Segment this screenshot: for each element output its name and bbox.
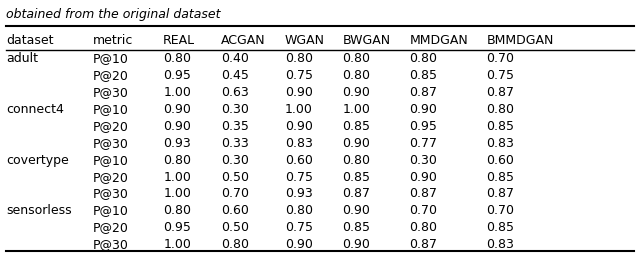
Text: 0.83: 0.83 [486, 238, 515, 251]
Text: 0.90: 0.90 [342, 137, 371, 150]
Text: 0.87: 0.87 [486, 86, 515, 99]
Text: dataset: dataset [6, 34, 54, 47]
Text: 0.50: 0.50 [221, 221, 249, 234]
Text: 1.00: 1.00 [163, 187, 191, 200]
Text: adult: adult [6, 52, 38, 65]
Text: 0.80: 0.80 [410, 221, 438, 234]
Text: 0.80: 0.80 [342, 69, 371, 82]
Text: P@30: P@30 [93, 86, 129, 99]
Text: 0.87: 0.87 [410, 86, 438, 99]
Text: 0.85: 0.85 [486, 221, 515, 234]
Text: 0.85: 0.85 [342, 120, 371, 133]
Text: 0.30: 0.30 [221, 103, 249, 116]
Text: 0.70: 0.70 [221, 187, 249, 200]
Text: 0.90: 0.90 [285, 86, 313, 99]
Text: 0.90: 0.90 [342, 238, 371, 251]
Text: 0.90: 0.90 [285, 120, 313, 133]
Text: P@10: P@10 [93, 103, 129, 116]
Text: 0.90: 0.90 [342, 86, 371, 99]
Text: 0.83: 0.83 [285, 137, 313, 150]
Text: 0.85: 0.85 [486, 120, 515, 133]
Text: REAL: REAL [163, 34, 195, 47]
Text: 0.77: 0.77 [410, 137, 438, 150]
Text: 1.00: 1.00 [163, 171, 191, 183]
Text: P@10: P@10 [93, 154, 129, 167]
Text: 0.60: 0.60 [285, 154, 313, 167]
Text: 0.40: 0.40 [221, 52, 249, 65]
Text: 0.30: 0.30 [221, 154, 249, 167]
Text: 0.75: 0.75 [285, 171, 313, 183]
Text: 0.50: 0.50 [221, 171, 249, 183]
Text: 0.90: 0.90 [410, 171, 438, 183]
Text: 0.70: 0.70 [410, 204, 438, 217]
Text: 0.95: 0.95 [410, 120, 438, 133]
Text: 0.80: 0.80 [163, 52, 191, 65]
Text: 0.33: 0.33 [221, 137, 248, 150]
Text: 0.80: 0.80 [285, 204, 313, 217]
Text: BMMDGAN: BMMDGAN [486, 34, 554, 47]
Text: P@30: P@30 [93, 187, 129, 200]
Text: P@20: P@20 [93, 69, 129, 82]
Text: P@20: P@20 [93, 120, 129, 133]
Text: 0.93: 0.93 [163, 137, 191, 150]
Text: 0.90: 0.90 [163, 103, 191, 116]
Text: P@10: P@10 [93, 204, 129, 217]
Text: 0.60: 0.60 [221, 204, 249, 217]
Text: 0.80: 0.80 [410, 52, 438, 65]
Text: 1.00: 1.00 [163, 86, 191, 99]
Text: 0.70: 0.70 [486, 52, 515, 65]
Text: 0.80: 0.80 [486, 103, 515, 116]
Text: 0.87: 0.87 [410, 187, 438, 200]
Text: obtained from the original dataset: obtained from the original dataset [6, 8, 221, 21]
Text: 0.85: 0.85 [342, 221, 371, 234]
Text: 1.00: 1.00 [285, 103, 313, 116]
Text: 0.90: 0.90 [342, 204, 371, 217]
Text: WGAN: WGAN [285, 34, 325, 47]
Text: 0.30: 0.30 [410, 154, 438, 167]
Text: connect4: connect4 [6, 103, 64, 116]
Text: 0.45: 0.45 [221, 69, 249, 82]
Text: 0.85: 0.85 [486, 171, 515, 183]
Text: 0.87: 0.87 [342, 187, 371, 200]
Text: 0.80: 0.80 [163, 204, 191, 217]
Text: 0.80: 0.80 [221, 238, 249, 251]
Text: 0.75: 0.75 [285, 221, 313, 234]
Text: 0.90: 0.90 [410, 103, 438, 116]
Text: P@20: P@20 [93, 221, 129, 234]
Text: 0.60: 0.60 [486, 154, 515, 167]
Text: 0.93: 0.93 [285, 187, 312, 200]
Text: MMDGAN: MMDGAN [410, 34, 468, 47]
Text: 0.83: 0.83 [486, 137, 515, 150]
Text: 0.85: 0.85 [342, 171, 371, 183]
Text: BWGAN: BWGAN [342, 34, 390, 47]
Text: 1.00: 1.00 [163, 238, 191, 251]
Text: 0.75: 0.75 [486, 69, 515, 82]
Text: covertype: covertype [6, 154, 69, 167]
Text: P@10: P@10 [93, 52, 129, 65]
Text: 0.90: 0.90 [285, 238, 313, 251]
Text: 0.87: 0.87 [486, 187, 515, 200]
Text: 0.80: 0.80 [342, 154, 371, 167]
Text: 0.87: 0.87 [410, 238, 438, 251]
Text: 0.95: 0.95 [163, 221, 191, 234]
Text: 0.90: 0.90 [163, 120, 191, 133]
Text: 0.85: 0.85 [410, 69, 438, 82]
Text: 0.95: 0.95 [163, 69, 191, 82]
Text: sensorless: sensorless [6, 204, 72, 217]
Text: 0.35: 0.35 [221, 120, 249, 133]
Text: 0.80: 0.80 [285, 52, 313, 65]
Text: P@30: P@30 [93, 238, 129, 251]
Text: P@30: P@30 [93, 137, 129, 150]
Text: ACGAN: ACGAN [221, 34, 266, 47]
Text: metric: metric [93, 34, 133, 47]
Text: 0.80: 0.80 [163, 154, 191, 167]
Text: 0.75: 0.75 [285, 69, 313, 82]
Text: 0.63: 0.63 [221, 86, 248, 99]
Text: P@20: P@20 [93, 171, 129, 183]
Text: 0.80: 0.80 [342, 52, 371, 65]
Text: 0.70: 0.70 [486, 204, 515, 217]
Text: 1.00: 1.00 [342, 103, 371, 116]
